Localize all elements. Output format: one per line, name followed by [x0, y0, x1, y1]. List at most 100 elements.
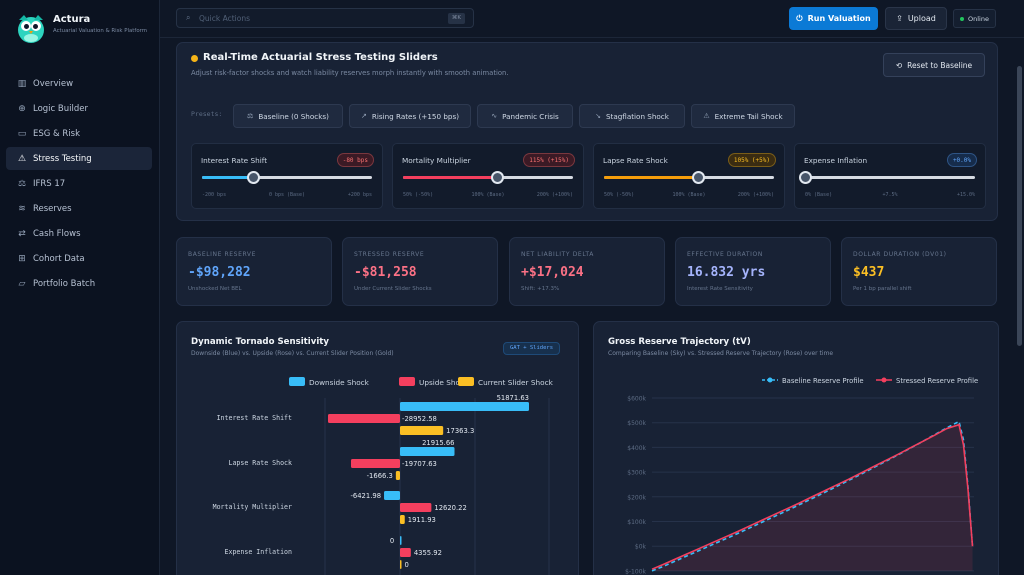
sidebar-item-reserves[interactable]: ≋ Reserves: [6, 197, 152, 220]
sidebar-item-label: IFRS 17: [33, 178, 66, 189]
slider-tick-label: 100% (Base): [471, 192, 505, 198]
metric-label: EFFECTIVE DURATION: [687, 251, 763, 258]
bar-downside-shock: [400, 447, 455, 456]
metric-subtext: Per 1 bp parallel shift: [853, 286, 912, 292]
run-valuation-button[interactable]: ⏻ Run Valuation: [789, 7, 878, 30]
refresh-icon: ⟲: [895, 60, 903, 70]
warning-icon: ⚠: [703, 112, 710, 120]
trajectory-chart: $600k $500k $400k $300k $200k $100k $0k $-100k B…: [625, 377, 978, 575]
stress-testing-panel: Real-Time Actuarial Stress Testing Slide…: [176, 42, 998, 221]
slider-thumb[interactable]: [691, 171, 705, 184]
y-tick-label: $400k: [627, 445, 646, 452]
sidebar-item-label: Cohort Data: [33, 253, 85, 264]
preset-baseline-0-shocks[interactable]: ⚖ Baseline (0 Shocks): [233, 104, 343, 128]
arrows-icon: ⇄: [18, 228, 26, 239]
sidebar-item-overview[interactable]: ▥ Overview: [6, 72, 152, 95]
metric-value: 16.832 yrs: [687, 265, 766, 280]
metric-stressed-reserve: STRESSED RESERVE -$81,258 Under Current Sl…: [342, 237, 498, 306]
folder-icon: ▱: [18, 278, 26, 289]
bar-value-label: 12620.22: [434, 504, 466, 512]
reset-baseline-button[interactable]: ⟲ Reset to Baseline: [883, 53, 985, 77]
slider-tick-label: 200% (+100%): [737, 192, 774, 198]
preset-label: Extreme Tail Shock: [714, 111, 783, 121]
search-placeholder: Quick Actions: [199, 14, 250, 23]
y-tick-label: $600k: [627, 396, 646, 403]
stress-subtitle: Adjust risk-factor shocks and watch liab…: [191, 69, 509, 77]
sidebar-item-esg-risk[interactable]: ▭ ESG & Risk: [6, 122, 152, 145]
slider-tick-label: -200 bps: [202, 192, 227, 198]
metric-value: -$98,282: [188, 265, 251, 280]
series-line-stressed-reserve-profile: [651, 423, 974, 570]
run-valuation-label: Run Valuation: [807, 14, 871, 23]
reset-label: Reset to Baseline: [907, 60, 973, 70]
slider-track[interactable]: [403, 171, 573, 184]
trend-up-icon: ↗: [360, 112, 367, 120]
database-icon: ≋: [18, 203, 26, 214]
y-tick-label: $100k: [627, 519, 646, 526]
upload-button[interactable]: ⇪ Upload: [885, 7, 947, 30]
sidebar-item-label: Reserves: [33, 203, 72, 214]
metric-value: +$17,024: [521, 265, 584, 280]
preset-label: Rising Rates (+150 bps): [371, 111, 460, 121]
brand-name: Actura: [53, 14, 91, 25]
preset-pandemic-crisis[interactable]: ∿ Pandemic Crisis: [477, 104, 573, 128]
bar-value-label: 21915.66: [422, 439, 454, 447]
metric-dollar-duration-dv01: DOLLAR DURATION (DV01) $437 Per 1 bp paral…: [841, 237, 997, 306]
preset-extreme-tail-shock[interactable]: ⚠ Extreme Tail Shock: [691, 104, 795, 128]
sidebar-nav: ▥ Overview ⊕ Logic Builder ▭ ESG & Risk ⚠ Stres…: [6, 72, 152, 297]
slider-thumb[interactable]: [490, 171, 504, 184]
slider-lapse-rate-shock: Lapse Rate Shock 105% (+5%) 50% (-50%) 100%…: [593, 143, 785, 209]
legend-marker: [767, 377, 773, 383]
slider-thumb[interactable]: [247, 171, 260, 184]
metric-label: BASELINE RESERVE: [188, 251, 257, 258]
bar-value-label: -1666.3: [367, 472, 393, 480]
category-label: Mortality Multiplier: [213, 503, 292, 511]
slider-track[interactable]: [604, 171, 774, 184]
shortcut-hint: ⌘K: [447, 13, 465, 24]
metric-value: -$81,258: [354, 265, 417, 280]
sidebar-item-cohort-data[interactable]: ⊞ Cohort Data: [6, 247, 152, 270]
legend-label: Current Slider Shock: [478, 378, 554, 387]
legend-marker: [881, 377, 887, 383]
preset-label: Baseline (0 Shocks): [258, 111, 329, 121]
slider-tick-label: +7.5%: [882, 192, 898, 198]
metric-baseline-reserve: BASELINE RESERVE -$98,282 Unshocked Net BE…: [176, 237, 332, 306]
preset-rising-rates-150-bps[interactable]: ↗ Rising Rates (+150 bps): [349, 104, 471, 128]
bar-value-label: 51871.63: [497, 394, 529, 402]
page-scrollbar[interactable]: [1017, 66, 1022, 346]
power-icon: ⏻: [796, 13, 803, 23]
slider-fill: [202, 176, 253, 179]
y-tick-label: $0k: [635, 544, 647, 551]
slider-thumb[interactable]: [799, 171, 812, 184]
slider-tick-label: 100% (Base): [672, 192, 706, 198]
slider-tick-label: +200 bps: [347, 192, 372, 198]
y-tick-label: $500k: [627, 420, 646, 427]
metric-subtext: Under Current Slider Shocks: [354, 286, 432, 292]
metric-subtext: Shift: +17.3%: [521, 286, 560, 292]
metric-label: STRESSED RESERVE: [354, 251, 425, 258]
scale-icon: ⚖: [17, 178, 27, 189]
sidebar-item-logic-builder[interactable]: ⊕ Logic Builder: [6, 97, 152, 120]
slider-track[interactable]: [799, 171, 975, 184]
search-input[interactable]: ⌕ Quick Actions ⌘K: [176, 8, 474, 28]
sidebar-item-cash-flows[interactable]: ⇄ Cash Flows: [6, 222, 152, 245]
sidebar-item-portfolio-batch[interactable]: ▱ Portfolio Batch: [6, 272, 152, 295]
legend-label: Upside Shock: [419, 378, 469, 387]
sidebar-item-ifrs-17[interactable]: ⚖ IFRS 17: [6, 172, 152, 195]
table-icon: ⊞: [18, 253, 26, 264]
bar-value-label: -28952.58: [402, 415, 437, 423]
legend-label: Stressed Reserve Profile: [896, 377, 978, 385]
bar-value-label: 0: [390, 537, 394, 545]
brand[interactable]: Actura Actuarial Valuation & Risk Platfo…: [16, 12, 156, 52]
slider-label: Lapse Rate Shock: [603, 156, 668, 165]
slider-tick-label: 50% (-50%): [403, 192, 434, 198]
slider-label: Expense Inflation: [804, 156, 868, 165]
search-icon: ⌕: [186, 13, 191, 22]
sidebar-item-stress-testing[interactable]: ⚠ Stress Testing: [6, 147, 152, 170]
sidebar-item-label: Stress Testing: [33, 153, 92, 164]
bar-upside-shock: [400, 548, 411, 557]
slider-track[interactable]: [202, 171, 372, 184]
bar-current-slider-shock: [400, 515, 405, 524]
preset-stagflation-shock[interactable]: ↘ Stagflation Shock: [579, 104, 685, 128]
warning-icon: ⚠: [17, 153, 27, 164]
